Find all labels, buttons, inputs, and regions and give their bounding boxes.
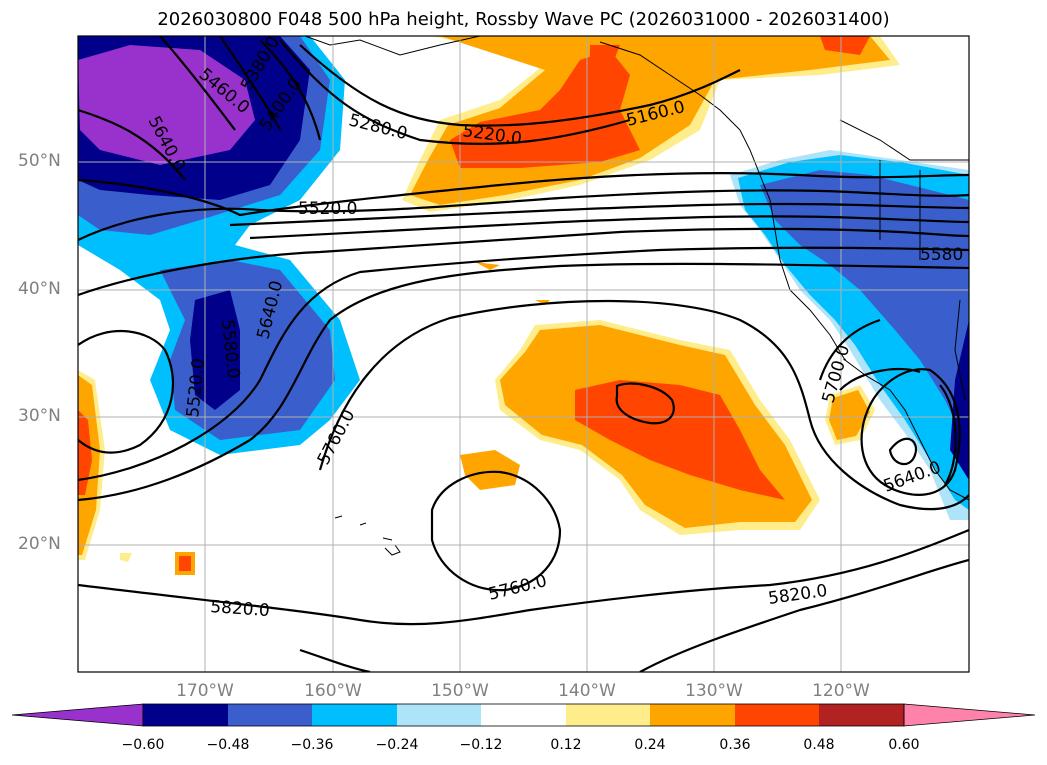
colorbar-segment xyxy=(312,704,397,726)
lon-label-120w: 120°W xyxy=(812,681,870,701)
colorbar-tick-label: −0.24 xyxy=(375,737,419,753)
colorbar-segment xyxy=(481,704,566,726)
colorbar-segment xyxy=(735,704,819,726)
colorbar-tick-label: −0.12 xyxy=(459,737,503,753)
negative-anomaly-nw xyxy=(78,36,360,455)
contour-label: 5520.0 xyxy=(298,199,357,219)
lat-label-30n: 30°N xyxy=(18,406,61,426)
colorbar-segment xyxy=(819,704,904,726)
colorbar-tick-label: −0.48 xyxy=(206,737,250,753)
lon-label-150w: 150°W xyxy=(431,681,489,701)
lon-label-140w: 140°W xyxy=(558,681,616,701)
lon-label-160w: 160°W xyxy=(304,681,362,701)
colorbar-tick-label: 0.24 xyxy=(634,737,666,753)
contour-label: 5820.0 xyxy=(210,597,271,621)
colorbar-tick-label: −0.60 xyxy=(121,737,165,753)
colorbar-outline xyxy=(142,703,905,727)
colorbar-tick-label: 0.48 xyxy=(803,737,835,753)
contour-label: 5580 xyxy=(920,245,963,265)
colorbar-tick-label: 0.60 xyxy=(888,737,920,753)
colorbar-tick-label: 0.36 xyxy=(719,737,751,753)
positive-anomaly-north xyxy=(402,36,900,212)
lon-label-130w: 130°W xyxy=(685,681,743,701)
lon-label-170w: 170°W xyxy=(176,681,234,701)
colorbar-segment xyxy=(566,704,650,726)
map-frame xyxy=(77,35,970,673)
colorbar-segment xyxy=(228,704,312,726)
lat-label-50n: 50°N xyxy=(18,151,61,171)
colorbar-segment xyxy=(143,704,228,726)
lat-label-20n: 20°N xyxy=(18,534,61,554)
colorbar-arrow-right xyxy=(903,703,1036,727)
coastlines xyxy=(304,36,969,556)
figure-title: 2026030800 F048 500 hPa height, Rossby W… xyxy=(157,9,890,30)
colorbar-segment xyxy=(650,704,735,726)
positive-anomaly-central xyxy=(460,262,820,535)
colorbar xyxy=(11,703,1036,727)
colorbar-tick-label: −0.36 xyxy=(290,737,334,753)
height-contours xyxy=(78,36,969,672)
colorbar-segment xyxy=(397,704,481,726)
colorbar-tick-label: 0.12 xyxy=(550,737,582,753)
colorbar-arrow-left xyxy=(11,703,144,727)
lat-label-40n: 40°N xyxy=(18,279,61,299)
